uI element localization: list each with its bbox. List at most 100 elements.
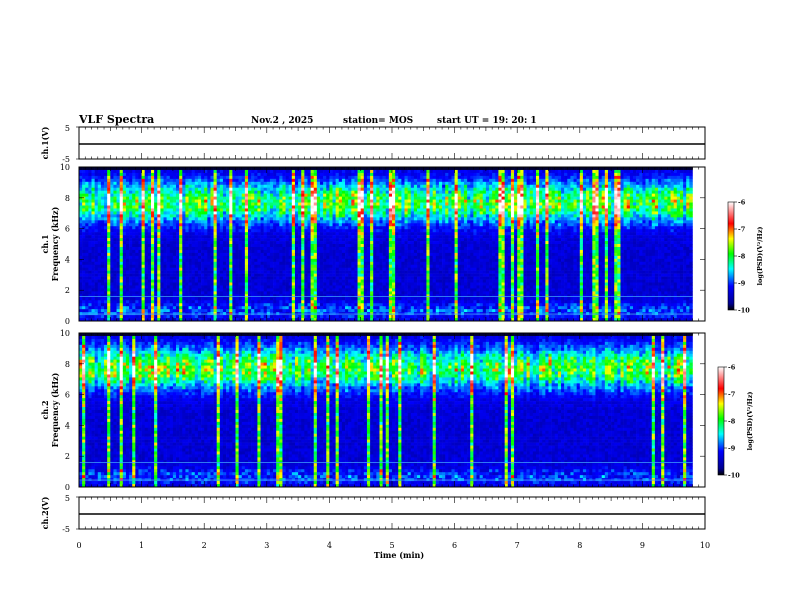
ch1-spectrogram-cell	[116, 184, 120, 189]
ch1-spectrogram-cell	[207, 205, 211, 209]
ch1-spectrogram-cell	[207, 238, 211, 242]
ch1-spectrogram-cell	[310, 223, 315, 227]
ch1-spectrogram-cell	[172, 244, 177, 248]
ch1-spectrogram-cell	[113, 214, 117, 218]
ch1-spectrogram-cell	[182, 285, 186, 289]
ch1-spectrogram-cell	[141, 178, 146, 183]
ch1-spectrogram-cell	[213, 306, 218, 310]
ch1-spectrogram-cell	[294, 229, 299, 233]
ch1-spectrogram-cell	[204, 169, 208, 174]
ch1-spectrogram-cell	[119, 167, 124, 171]
ch1-spectrogram-cell	[191, 202, 196, 206]
ch1-spectrogram-cell	[100, 208, 105, 212]
ch1-spectrogram-cell	[213, 246, 218, 251]
ch1-spectrogram-cell	[276, 291, 280, 295]
ch1-spectrogram-cell	[332, 196, 336, 200]
ch1-spectrogram-cell	[172, 261, 177, 266]
ch1-spectrogram-cell	[248, 261, 252, 266]
ch1-spectrogram-cell	[269, 217, 274, 221]
ch1-spectrogram-cell	[348, 261, 352, 266]
ch1-spectrogram-cell	[257, 282, 261, 286]
ch1-spectrogram-cell	[169, 276, 174, 280]
ch1-spectrogram-cell	[172, 264, 177, 268]
ch1-spectrogram-cell	[188, 167, 192, 171]
ch1-spectrogram-cell	[129, 258, 133, 263]
ch1-spectrogram-cell	[207, 229, 211, 233]
ch1-spectrogram-cell	[288, 178, 293, 183]
ch1-spectrogram-cell	[273, 220, 277, 224]
ch1-spectrogram-cell	[82, 208, 86, 212]
ch1-spectrogram-cell	[150, 297, 155, 301]
ch1-spectrogram-cell	[251, 249, 255, 254]
ch1-spectrogram-cell	[313, 252, 318, 257]
ch1-spectrogram-cell	[341, 309, 346, 313]
ch1-spectrogram-cell	[204, 258, 208, 263]
ch1-spectrogram-cell	[301, 285, 305, 289]
ch1-spectrogram-cell	[273, 181, 277, 186]
ch1-spectrogram-cell	[244, 193, 249, 197]
ch1-spectrogram-cell	[116, 306, 120, 310]
ch1-spectrogram-cell	[107, 255, 111, 260]
ch1-spectrogram-cell	[335, 249, 340, 254]
ch1-spectrogram-cell	[338, 208, 343, 212]
ch1-spectrogram-cell	[132, 226, 136, 230]
ch1-spectrogram-cell	[332, 300, 336, 304]
ch1-spectrogram-cell	[326, 315, 330, 319]
ch1-spectrogram-cell	[104, 297, 108, 301]
ch1-spectrogram-cell	[188, 241, 192, 245]
ch1-spectrogram-cell	[191, 238, 196, 242]
ch1-spectrogram-cell	[307, 217, 311, 221]
ch1-spectrogram-cell	[301, 199, 305, 203]
ch1-spectrogram-cell	[263, 178, 268, 183]
ch1-spectrogram-cell	[204, 267, 208, 271]
ch1-spectrogram-cell	[222, 318, 227, 322]
ch1-spectrogram-cell	[310, 285, 315, 289]
ch1-spectrogram-cell	[150, 226, 155, 230]
ch1-spectrogram-cell	[210, 309, 214, 313]
ch1-spectrogram-cell	[298, 249, 302, 254]
ch1-spectrogram-cell	[110, 309, 114, 313]
ch1-spectrogram-cell	[335, 252, 340, 257]
ch1-spectrogram-cell	[216, 190, 221, 194]
ch1-spectrogram-cell	[257, 199, 261, 203]
ch1-spectrogram-cell	[226, 190, 230, 194]
ch1-spectrogram-cell	[291, 273, 296, 277]
ch1-spectrogram-cell	[313, 276, 318, 280]
ch1-spectrogram-cell	[82, 226, 86, 230]
ch1-spectrogram-cell	[107, 184, 111, 189]
ch1-spectrogram-cell	[260, 252, 264, 257]
ch1-spectrogram-cell	[119, 217, 124, 221]
ch1-spectrogram-cell	[82, 169, 86, 174]
ch1-spectrogram-cell	[294, 235, 299, 239]
ch1-spectrogram-cell	[345, 276, 349, 280]
ch1-spectrogram-cell	[263, 241, 268, 245]
ch1-spectrogram-cell	[288, 303, 293, 307]
ch1-spectrogram-cell	[201, 276, 205, 280]
ch1-spectrogram-cell	[320, 208, 324, 212]
ch1-spectrogram-cell	[241, 252, 246, 257]
ch1-spectrogram-cell	[113, 282, 117, 286]
ch1-spectrogram-cell	[176, 172, 180, 177]
ch1-spectrogram-cell	[276, 190, 280, 194]
ch1-spectrogram-cell	[185, 267, 189, 271]
ch1-spectrogram-cell	[316, 261, 321, 266]
ch1-spectrogram-cell	[291, 169, 296, 174]
ch1-spectrogram-cell	[100, 249, 105, 254]
ch1-spectrogram-cell	[310, 306, 315, 310]
ch1-spectrogram-cell	[298, 167, 302, 171]
ch1-spectrogram-cell	[254, 249, 258, 254]
ch1-spectrogram-cell	[291, 199, 296, 203]
ch1-spectrogram-cell	[91, 193, 95, 197]
ch1-spectrogram-cell	[191, 309, 196, 313]
ch1-spectrogram-cell	[251, 303, 255, 307]
ch1-spectrogram-cell	[94, 229, 99, 233]
ch1-spectrogram-cell	[138, 291, 142, 295]
ch1-spectrogram-cell	[285, 199, 290, 203]
ch1-spectrogram-cell	[294, 190, 299, 194]
ch1-spectrogram-cell	[194, 199, 199, 203]
ch1-spectrogram-cell	[85, 264, 89, 268]
ch1-spectrogram-cell	[210, 285, 214, 289]
ch1-spectrogram-cell	[326, 199, 330, 203]
ch1-spectrogram-cell	[188, 205, 192, 209]
ch1-spectrogram-cell	[313, 184, 318, 189]
